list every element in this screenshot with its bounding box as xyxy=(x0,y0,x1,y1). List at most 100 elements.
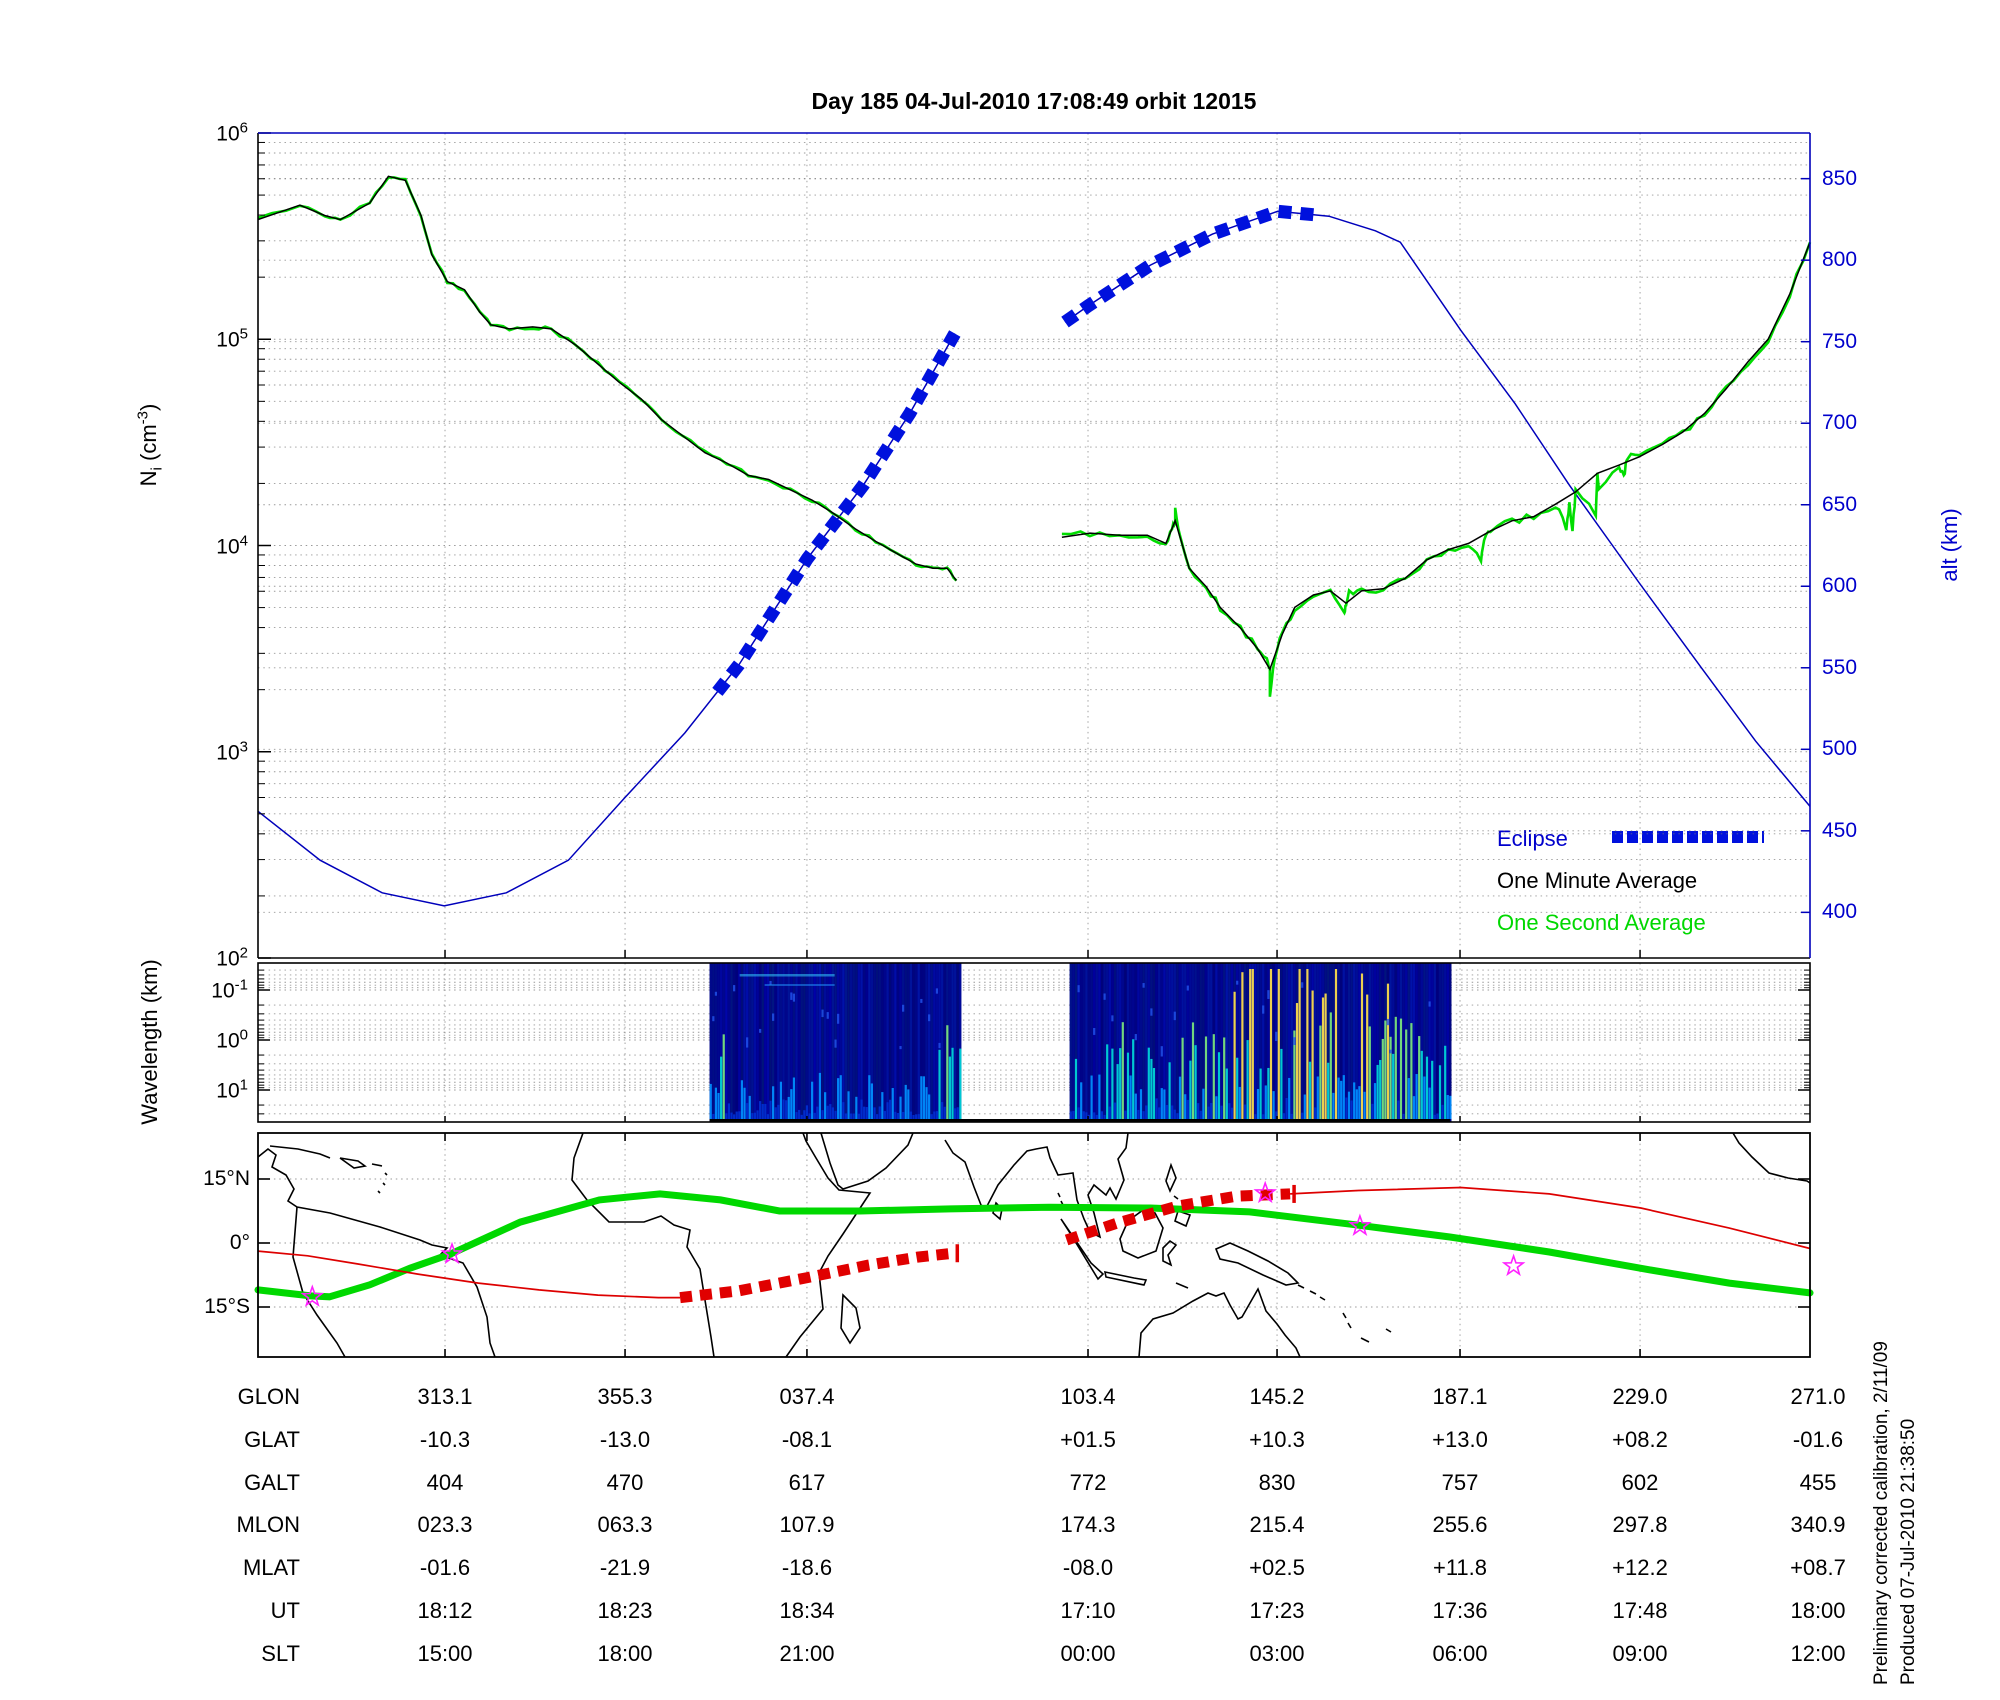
table-cell-glat-2: -08.1 xyxy=(781,1426,833,1452)
table-cell-ut-4: 17:23 xyxy=(1249,1598,1305,1623)
y-axis-label-wavelength: Wavelength (km) xyxy=(137,959,162,1125)
altitude-curve-seg1 xyxy=(257,333,956,907)
station-star xyxy=(1253,1180,1278,1204)
density-tick-10e6: 106 xyxy=(216,119,248,146)
table-cell-glon-6: 229.0 xyxy=(1612,1384,1668,1409)
ground-track-thin-left xyxy=(257,1250,681,1299)
y-axis-label-density: Ni (cm-3) xyxy=(134,403,166,487)
table-cell-slt-2: 21:00 xyxy=(779,1640,835,1666)
density-tick-10e2: 102 xyxy=(216,944,248,971)
table-cell-glon-2: 037.4 xyxy=(779,1384,835,1409)
table-row-label-slt: SLT xyxy=(261,1640,300,1666)
altitude-tick-800: 800 xyxy=(1822,248,1858,272)
table-cell-slt-0: 15:00 xyxy=(417,1640,473,1666)
table-cell-galt-4: 830 xyxy=(1258,1469,1296,1495)
legend-one-second-label: One Second Average xyxy=(1497,910,1706,935)
station-star xyxy=(1501,1253,1526,1277)
table-row-label-mlon: MLON xyxy=(236,1512,300,1538)
density-tick-10e4: 104 xyxy=(216,532,248,558)
one-minute-average-seg1 xyxy=(257,175,957,582)
table-row-label-galt: GALT xyxy=(244,1469,300,1495)
one-second-average-seg1 xyxy=(257,176,958,582)
table-cell-glon-7: 271.0 xyxy=(1790,1384,1846,1409)
altitude-tick-700: 700 xyxy=(1822,411,1858,435)
table-cell-glat-0: -10.3 xyxy=(419,1426,471,1452)
density-tick-10e3: 103 xyxy=(216,738,248,765)
table-cell-ut-7: 18:00 xyxy=(1790,1598,1846,1623)
table-cell-ut-5: 17:36 xyxy=(1432,1598,1488,1623)
table-cell-mlon-1: 063.3 xyxy=(597,1512,653,1538)
density-altitude-panel xyxy=(257,132,1812,959)
map-eclipse-dashes-seg2 xyxy=(1064,1188,1291,1246)
table-cell-ut-1: 18:23 xyxy=(597,1598,653,1623)
table-cell-slt-3: 00:00 xyxy=(1060,1640,1116,1666)
table-cell-ut-3: 17:10 xyxy=(1060,1598,1116,1623)
station-star xyxy=(440,1241,464,1265)
altitude-tick-400: 400 xyxy=(1822,900,1858,924)
table-cell-slt-1: 18:00 xyxy=(597,1640,653,1666)
table-cell-mlat-7: +08.7 xyxy=(1790,1555,1846,1581)
map-eclipse-dashes-seg1 xyxy=(679,1247,954,1304)
map-lat-label: 15°N xyxy=(203,1166,250,1190)
altitude-tick-850: 850 xyxy=(1822,166,1858,190)
magnetic-equator-track xyxy=(254,1190,1814,1301)
wavelength-tick-10e-1: 10-1 xyxy=(211,976,248,1003)
table-cell-galt-1: 470 xyxy=(606,1469,644,1495)
table-cell-ut-0: 18:12 xyxy=(417,1598,473,1623)
wavelength-tick-10e1: 101 xyxy=(216,1076,248,1103)
station-star xyxy=(1348,1213,1372,1236)
table-cell-ut-6: 17:48 xyxy=(1612,1598,1668,1623)
table-cell-glon-1: 355.3 xyxy=(597,1384,653,1409)
ground-track-thin-right xyxy=(1290,1186,1811,1250)
table-cell-mlon-6: 297.8 xyxy=(1612,1512,1668,1538)
table-cell-mlat-4: +02.5 xyxy=(1249,1555,1305,1581)
altitude-curve-seg2 xyxy=(1064,210,1811,807)
density-tick-10e5: 105 xyxy=(216,325,248,352)
table-cell-glat-4: +10.3 xyxy=(1249,1426,1305,1452)
table-cell-glon-4: 145.2 xyxy=(1249,1384,1305,1409)
table-cell-slt-6: 09:00 xyxy=(1612,1640,1668,1666)
legend-eclipse-dash-swatch xyxy=(1612,831,1764,843)
table-cell-galt-2: 617 xyxy=(788,1469,826,1495)
table-row-label-ut: UT xyxy=(270,1598,300,1623)
plot-title: Day 185 04-Jul-2010 17:08:49 orbit 12015 xyxy=(811,88,1257,114)
map-lat-label: 15°S xyxy=(204,1295,250,1318)
table-cell-mlat-1: -21.9 xyxy=(599,1555,651,1581)
world-coastlines xyxy=(257,1132,1811,1358)
table-cell-glat-7: -01.6 xyxy=(1792,1426,1844,1452)
table-cell-mlat-5: +11.8 xyxy=(1432,1555,1488,1581)
table-cell-mlat-6: +12.2 xyxy=(1612,1555,1668,1581)
table-cell-glat-3: +01.5 xyxy=(1060,1426,1116,1452)
table-cell-glon-0: 313.1 xyxy=(417,1384,473,1409)
table-cell-slt-4: 03:00 xyxy=(1249,1640,1305,1666)
one-second-average-seg2 xyxy=(1061,241,1812,697)
spectrogram-block-2 xyxy=(1069,963,1452,1122)
table-row-label-glon: GLON xyxy=(237,1384,300,1409)
table-row-label-mlat: MLAT xyxy=(242,1555,300,1581)
spectrogram-block-1 xyxy=(709,963,962,1122)
table-cell-glat-1: -13.0 xyxy=(599,1426,651,1452)
table-cell-galt-7: 455 xyxy=(1799,1469,1837,1495)
ground-track-map-panel xyxy=(254,1132,1814,1358)
station-star xyxy=(300,1284,325,1307)
side-note-calibration: Preliminary corrected calibration, 2/11/… xyxy=(1871,1341,1892,1685)
table-cell-mlon-0: 023.3 xyxy=(417,1512,473,1538)
table-cell-mlat-2: -18.6 xyxy=(781,1555,833,1581)
table-cell-ut-2: 18:34 xyxy=(779,1598,835,1623)
table-cell-galt-3: 772 xyxy=(1069,1469,1107,1495)
table-cell-slt-5: 06:00 xyxy=(1432,1640,1488,1666)
table-cell-galt-5: 757 xyxy=(1441,1469,1479,1495)
map-lat-label: 0° xyxy=(229,1231,250,1254)
eclipse-dashes-seg2 xyxy=(1061,204,1321,328)
table-cell-glon-5: 187.1 xyxy=(1432,1384,1488,1409)
altitude-tick-750: 750 xyxy=(1822,329,1858,353)
altitude-tick-600: 600 xyxy=(1822,574,1858,598)
legend-one-minute-label: One Minute Average xyxy=(1497,868,1698,893)
table-cell-glat-5: +13.0 xyxy=(1432,1426,1488,1452)
wavelength-tick-10e0: 100 xyxy=(216,1026,248,1053)
table-cell-mlon-4: 215.4 xyxy=(1249,1512,1305,1538)
table-cell-glon-3: 103.4 xyxy=(1060,1384,1116,1409)
side-note-produced: Produced 07-Jul-2010 21:38:50 xyxy=(1898,1418,1919,1685)
altitude-tick-650: 650 xyxy=(1822,492,1858,516)
table-cell-mlat-3: -08.0 xyxy=(1062,1555,1114,1581)
